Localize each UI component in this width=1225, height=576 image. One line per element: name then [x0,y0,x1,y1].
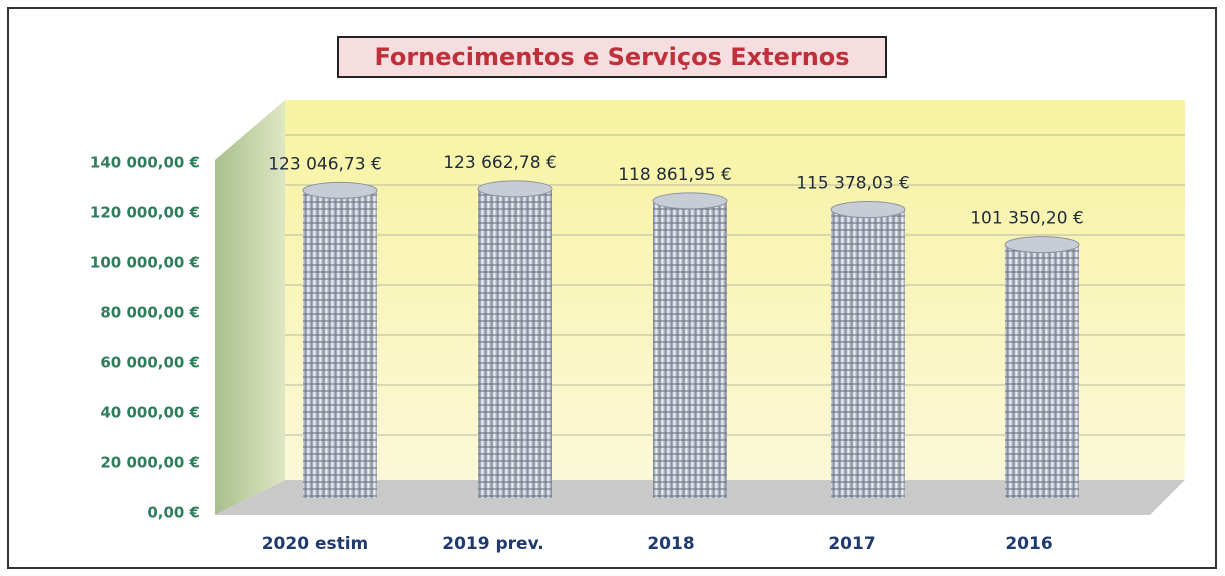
y-tick-label: 80 000,00 € [100,304,200,322]
value-label: 123 662,78 € [443,153,557,173]
y-tick-label: 60 000,00 € [100,354,200,372]
bar-cap [477,180,553,198]
x-tick-label: 2016 [1005,534,1052,554]
side-wall [215,100,285,515]
y-tick-label: 0,00 € [147,504,200,522]
y-tick-label: 120 000,00 € [90,204,200,222]
bar-cap [652,192,728,210]
title-box [337,36,887,78]
bar-cap [830,201,906,219]
x-tick-label: 2020 estim [262,534,369,554]
y-tick-label: 100 000,00 € [90,254,200,272]
y-tick-label: 40 000,00 € [100,404,200,422]
y-tick-label: 140 000,00 € [90,154,200,172]
value-label: 101 350,20 € [970,209,1084,229]
x-tick-label: 2017 [828,534,875,554]
chart-title: Fornecimentos e Serviços Externos [374,43,849,71]
x-tick-label: 2019 prev. [442,534,543,554]
bar [303,190,377,498]
bar-cap [1004,236,1080,254]
y-tick-label: 20 000,00 € [100,454,200,472]
value-label: 123 046,73 € [268,154,382,174]
bar [478,188,552,498]
value-label: 118 861,95 € [618,165,732,185]
value-label: 115 378,03 € [796,174,910,194]
bar-cap [302,181,378,199]
bar [1005,244,1079,498]
bar [653,200,727,498]
x-tick-label: 2018 [647,534,694,554]
bar [831,209,905,498]
